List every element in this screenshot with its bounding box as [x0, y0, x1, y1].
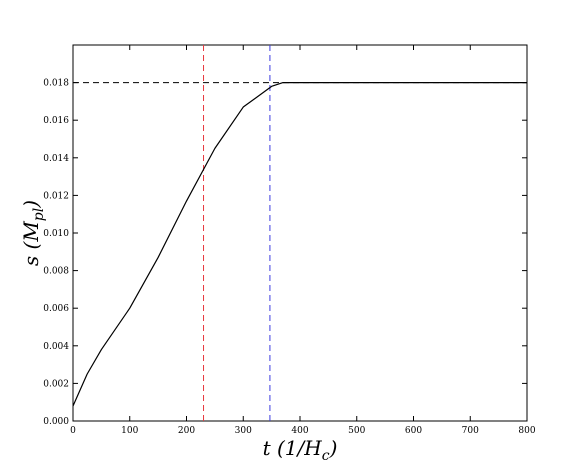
- x-tick-label: 800: [518, 426, 535, 436]
- x-axis-label: t (1/Hc): [263, 436, 338, 464]
- y-tick-label: 0.006: [43, 304, 69, 314]
- y-tick-label: 0.014: [43, 154, 69, 164]
- x-label-sub: c: [322, 448, 330, 464]
- y-label-sub: pl: [31, 208, 47, 221]
- x-label-main: t (1/H: [263, 436, 323, 460]
- y-label-main: s (M: [19, 221, 43, 266]
- x-tick-label: 500: [348, 426, 365, 436]
- plot-frame: [72, 44, 528, 422]
- x-tick-label: 700: [462, 426, 479, 436]
- x-tick-label: 600: [405, 426, 422, 436]
- x-tick-label: 400: [291, 426, 308, 436]
- y-tick-label: 0.016: [43, 116, 69, 126]
- y-label-end: ): [19, 200, 43, 209]
- x-label-end: ): [329, 436, 338, 460]
- y-tick-label: 0.012: [43, 191, 69, 201]
- y-tick-label: 0.004: [43, 342, 69, 352]
- x-tick-label: 300: [235, 426, 252, 436]
- x-tick-label: 100: [121, 426, 138, 436]
- y-tick-label: 0.018: [43, 79, 69, 89]
- data-line: [72, 82, 527, 407]
- y-axis-label: s (Mpl): [19, 200, 47, 266]
- y-tick-label: 0.002: [43, 379, 69, 389]
- x-tick-label: 200: [178, 426, 195, 436]
- y-tick-label: 0.010: [43, 229, 69, 239]
- y-tick-label: 0.000: [43, 417, 69, 427]
- y-tick-label: 0.008: [43, 267, 69, 277]
- x-tick-label: 0: [70, 426, 76, 436]
